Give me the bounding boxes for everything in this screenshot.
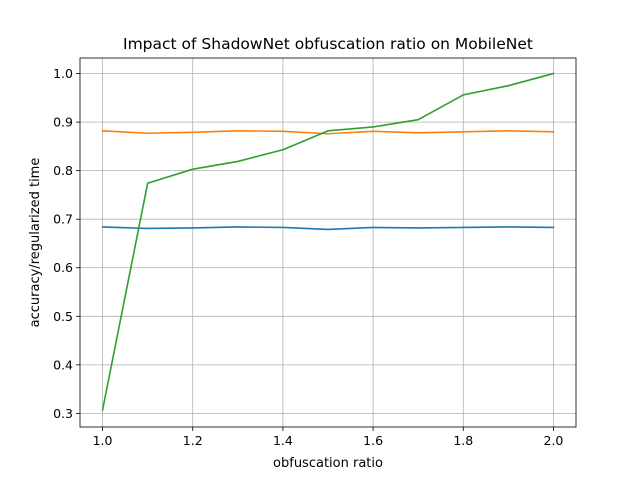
y-tick-label: 1.0 (53, 66, 73, 81)
series-line-1 (101, 226, 555, 231)
chart-title: Impact of ShadowNet obfuscation ratio on… (123, 35, 533, 53)
plot-area (80, 58, 576, 427)
y-tick-label: 0.8 (53, 163, 73, 178)
x-axis-label: obfuscation ratio (273, 456, 383, 471)
y-axis: 0.3 0.4 0.5 0.6 0.7 0.8 0.9 1.0 (53, 66, 80, 421)
y-tick-label: 0.4 (53, 357, 73, 372)
x-tick-label: 1.0 (93, 433, 113, 448)
x-tick-label: 2.0 (544, 433, 564, 448)
plot-frame (79, 57, 577, 428)
series-line-2 (101, 129, 555, 135)
y-tick-label: 0.6 (53, 260, 73, 275)
x-tick-label: 1.6 (363, 433, 383, 448)
y-tick-label: 0.5 (53, 309, 73, 324)
x-tick-label: 1.2 (183, 433, 203, 448)
grid (80, 58, 576, 427)
series-layer (101, 72, 555, 411)
y-tick-label: 0.7 (53, 212, 73, 227)
x-tick-label: 1.4 (273, 433, 293, 448)
y-tick-label: 0.3 (53, 406, 73, 421)
x-axis: 1.0 1.2 1.4 1.6 1.8 2.0 (93, 427, 564, 448)
y-tick-label: 0.9 (53, 115, 73, 130)
series-line-3 (101, 72, 555, 411)
y-axis-label: accuracy/regularized time (28, 158, 43, 328)
x-tick-label: 1.8 (453, 433, 473, 448)
